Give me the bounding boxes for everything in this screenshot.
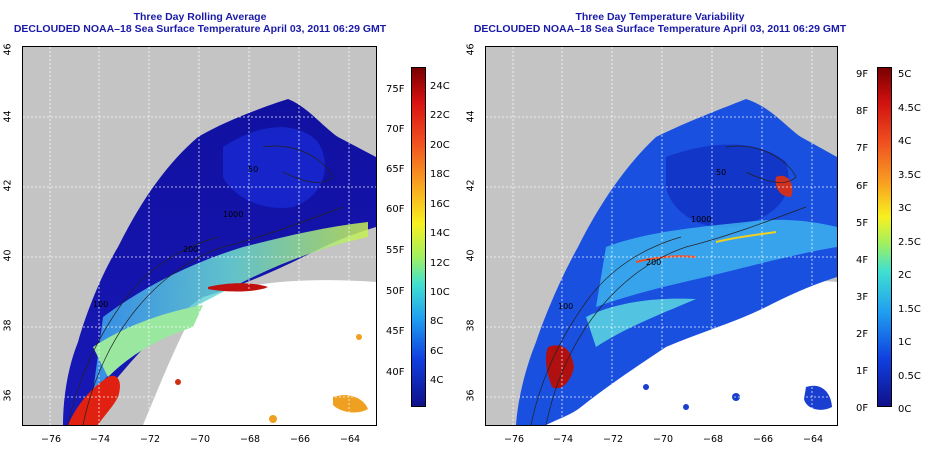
right-cb-c-label: 4.5C xyxy=(898,103,921,114)
right-x-tick: −64 xyxy=(803,434,824,445)
left-panel-subtitle: DECLOUDED NOAA–18 Sea Surface Temperatur… xyxy=(13,23,387,35)
right-cb-f-label: 2F xyxy=(856,329,869,340)
left-cb-c-label: 20C xyxy=(430,140,450,151)
right-contour-label-200: 200 xyxy=(646,258,661,267)
right-cb-f-label: 5F xyxy=(856,218,869,229)
right-cb-f-label: 8F xyxy=(856,106,869,117)
left-x-tick: −68 xyxy=(240,434,261,445)
right-contour-label-100: 100 xyxy=(558,302,573,311)
left-cb-c-label: 16C xyxy=(430,199,450,210)
right-y-tick: 42 xyxy=(465,179,477,192)
left-x-tick: −64 xyxy=(340,434,361,445)
left-cb-c-label: 22C xyxy=(430,110,450,121)
right-x-tick: −70 xyxy=(653,434,674,445)
left-panel-title: Three Day Rolling Average xyxy=(133,11,267,23)
right-cb-c-label: 2C xyxy=(898,270,912,281)
left-x-tick: −72 xyxy=(140,434,161,445)
right-cb-c-label: 0.5C xyxy=(898,371,921,382)
left-contour-label-200: 200 xyxy=(183,245,198,254)
left-cb-f-label: 40F xyxy=(386,367,405,378)
right-cb-f-label: 7F xyxy=(856,143,869,154)
left-cb-f-label: 65F xyxy=(386,164,405,175)
right-variability-map: 200 1000 50 100 xyxy=(485,46,838,426)
left-contour-label-50: 50 xyxy=(248,165,258,174)
right-contour-label-50: 50 xyxy=(716,168,726,177)
left-cb-c-label: 4C xyxy=(430,375,444,386)
left-x-tick: −66 xyxy=(290,434,311,445)
left-cb-f-label: 50F xyxy=(386,286,405,297)
left-x-tick: −74 xyxy=(90,434,111,445)
left-cb-f-label: 75F xyxy=(386,84,405,95)
left-cb-c-label: 12C xyxy=(430,258,450,269)
left-cb-c-label: 6C xyxy=(430,346,444,357)
left-y-tick: 38 xyxy=(2,319,14,332)
right-cb-c-label: 1C xyxy=(898,337,912,348)
right-x-tick: −76 xyxy=(504,434,525,445)
left-contour-label-100: 100 xyxy=(93,300,108,309)
right-colorbar xyxy=(877,67,892,407)
left-colorbar xyxy=(411,67,426,407)
left-x-tick: −76 xyxy=(41,434,62,445)
left-cb-f-label: 55F xyxy=(386,245,405,256)
left-y-tick: 46 xyxy=(2,43,14,56)
right-x-tick: −74 xyxy=(553,434,574,445)
right-cb-c-label: 4C xyxy=(898,136,912,147)
right-cb-c-label: 1.5C xyxy=(898,304,921,315)
right-y-tick: 36 xyxy=(465,389,477,402)
right-cb-f-label: 6F xyxy=(856,181,869,192)
right-y-tick: 40 xyxy=(465,249,477,262)
right-cb-f-label: 4F xyxy=(856,255,869,266)
left-cb-f-label: 45F xyxy=(386,326,405,337)
right-cb-f-label: 0F xyxy=(856,403,869,414)
right-panel-subtitle: DECLOUDED NOAA–18 Sea Surface Temperatur… xyxy=(473,23,847,35)
right-x-tick: −68 xyxy=(703,434,724,445)
right-y-tick: 46 xyxy=(465,43,477,56)
left-cb-f-label: 60F xyxy=(386,204,405,215)
left-cb-c-label: 24C xyxy=(430,81,450,92)
left-sst-map: 100 200 1000 50 xyxy=(22,46,377,426)
right-y-tick: 44 xyxy=(465,110,477,123)
right-cb-f-label: 1F xyxy=(856,366,869,377)
right-y-tick: 38 xyxy=(465,319,477,332)
left-x-tick: −70 xyxy=(190,434,211,445)
right-cb-c-label: 3C xyxy=(898,203,912,214)
right-x-tick: −72 xyxy=(603,434,624,445)
right-cb-f-label: 3F xyxy=(856,292,869,303)
right-x-tick: −66 xyxy=(753,434,774,445)
right-cb-c-label: 2.5C xyxy=(898,237,921,248)
right-cb-f-label: 9F xyxy=(856,69,869,80)
right-cb-c-label: 3.5C xyxy=(898,170,921,181)
left-cb-c-label: 10C xyxy=(430,287,450,298)
left-contour-label-1000: 1000 xyxy=(223,210,243,219)
left-cb-f-label: 70F xyxy=(386,124,405,135)
left-cb-c-label: 14C xyxy=(430,228,450,239)
left-y-tick: 36 xyxy=(2,389,14,402)
right-cb-c-label: 0C xyxy=(898,404,912,415)
left-y-tick: 42 xyxy=(2,179,14,192)
left-y-tick: 44 xyxy=(2,110,14,123)
left-y-tick: 40 xyxy=(2,249,14,262)
left-cb-c-label: 18C xyxy=(430,169,450,180)
right-cb-c-label: 5C xyxy=(898,69,912,80)
right-panel-title: Three Day Temperature Variability xyxy=(575,11,745,23)
right-contour-label-1000: 1000 xyxy=(691,215,711,224)
left-cb-c-label: 8C xyxy=(430,316,444,327)
